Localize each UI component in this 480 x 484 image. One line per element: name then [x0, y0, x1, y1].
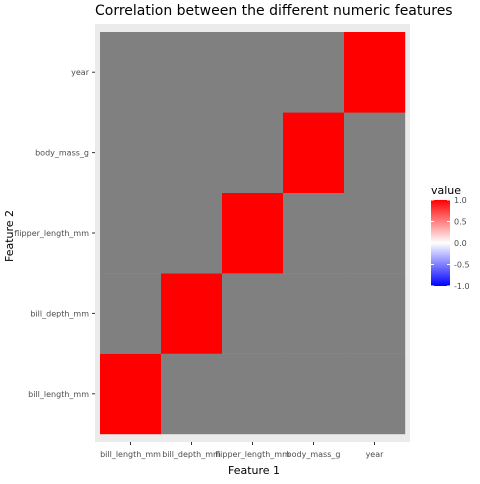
- y-axis-tick-label: bill_depth_mm: [30, 309, 89, 318]
- legend-title: value: [431, 184, 461, 197]
- heatmap-cell: [283, 192, 345, 274]
- heatmap-cell: [100, 273, 162, 354]
- x-axis-tick-label: body_mass_g: [287, 450, 341, 459]
- heatmap-cell: [100, 32, 162, 113]
- heatmap-cell: [100, 192, 162, 274]
- heatmap-cell: [161, 112, 223, 193]
- x-axis-tick-label: bill_depth_mm: [162, 450, 221, 459]
- x-axis: bill_length_mm bill_depth_mmflipper_lengt…: [100, 442, 384, 459]
- heatmap-cell: [344, 112, 406, 193]
- y-axis-tick-label: body_mass_g: [35, 149, 89, 158]
- heatmap-cell: [100, 112, 162, 193]
- x-axis-tick-label: bill_length_mm: [100, 450, 161, 459]
- y-axis-title: Feature 2: [3, 210, 16, 262]
- x-axis-tick-label: flipper_length_mm: [215, 450, 290, 459]
- heatmap-cell: [283, 32, 345, 113]
- heatmap-cell: [222, 353, 284, 435]
- legend-tick-label: 1.0: [454, 196, 467, 205]
- y-axis-tick-label: bill_length_mm: [28, 390, 89, 399]
- heatmap-cell: [344, 32, 406, 113]
- heatmap-cell: [222, 32, 284, 113]
- x-axis-tick-label: year: [366, 450, 385, 459]
- heatmap-cell: [283, 112, 345, 193]
- x-axis-title: Feature 1: [228, 464, 280, 477]
- legend-tick-label: 0.5: [454, 218, 467, 227]
- heatmap-cell: [222, 112, 284, 193]
- heatmap-cell: [283, 353, 345, 435]
- y-axis-tick-label: year: [71, 68, 90, 77]
- heatmap-cell: [161, 192, 223, 274]
- heatmap-cell: [283, 273, 345, 354]
- y-axis: bill_length_mm bill_depth_mm flipper_lengt…: [14, 68, 95, 399]
- legend-ticks: 1.0 0.5 0.0 -0.5 -1.0: [431, 196, 470, 291]
- heatmap-cell: [344, 273, 406, 354]
- color-legend: value 1.0 0.5 0.0 -0.5 -1.0: [431, 184, 470, 291]
- legend-colorbar: [431, 200, 450, 286]
- legend-tick-label: 0.0: [454, 239, 467, 248]
- heatmap-cell: [100, 353, 162, 435]
- heatmap-cell: [344, 353, 406, 435]
- heatmap-cell: [161, 32, 223, 113]
- heatmap-cell: [344, 192, 406, 274]
- heatmap-cell: [161, 273, 223, 354]
- y-axis-tick-label: flipper_length_mm: [14, 229, 89, 238]
- heatmap-cell: [222, 273, 284, 354]
- chart-title: Correlation between the different numeri…: [95, 3, 453, 19]
- legend-tick-label: -0.5: [454, 261, 470, 270]
- heatmap-cell: [222, 192, 284, 274]
- heatmap-cells: [100, 32, 406, 435]
- legend-tick-label: -1.0: [454, 282, 470, 291]
- heatmap-cell: [161, 353, 223, 435]
